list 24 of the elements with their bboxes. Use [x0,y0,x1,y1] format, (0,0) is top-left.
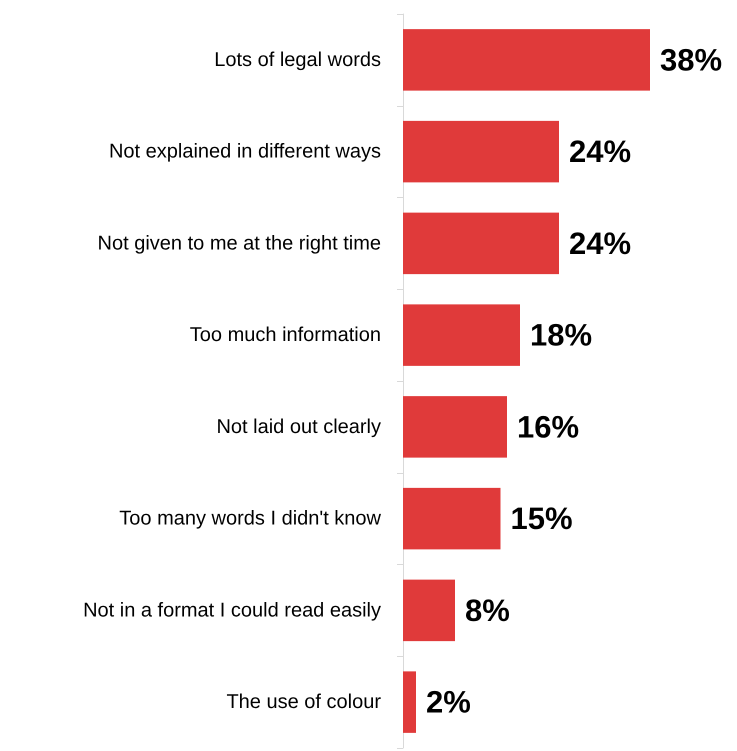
data-label: 18% [530,318,592,353]
y-tick-label: Too much information [190,324,381,346]
y-tick-label: Too many words I didn't know [119,508,382,530]
y-tick-label: Not laid out clearly [216,416,381,438]
y-tick-label: Not given to me at the right time [98,232,381,254]
data-label: 15% [510,501,573,536]
bar [403,671,416,733]
data-label: 2% [426,684,471,720]
data-label: 8% [465,592,510,628]
bar [403,488,500,550]
bar [403,304,520,366]
bar [403,29,650,91]
data-label: 24% [569,226,632,261]
data-label: 24% [569,134,632,170]
data-label: 38% [660,42,722,78]
bar [403,120,559,182]
bar [403,580,455,642]
data-label: 16% [517,409,580,444]
bar [403,396,507,458]
y-tick-label: Not explained in different ways [108,140,381,163]
y-tick-label: Not in a format I could read easily [83,599,381,622]
bar [403,212,559,274]
y-tick-label: The use of colour [226,691,382,714]
y-tick-label: Lots of legal words [214,48,381,71]
